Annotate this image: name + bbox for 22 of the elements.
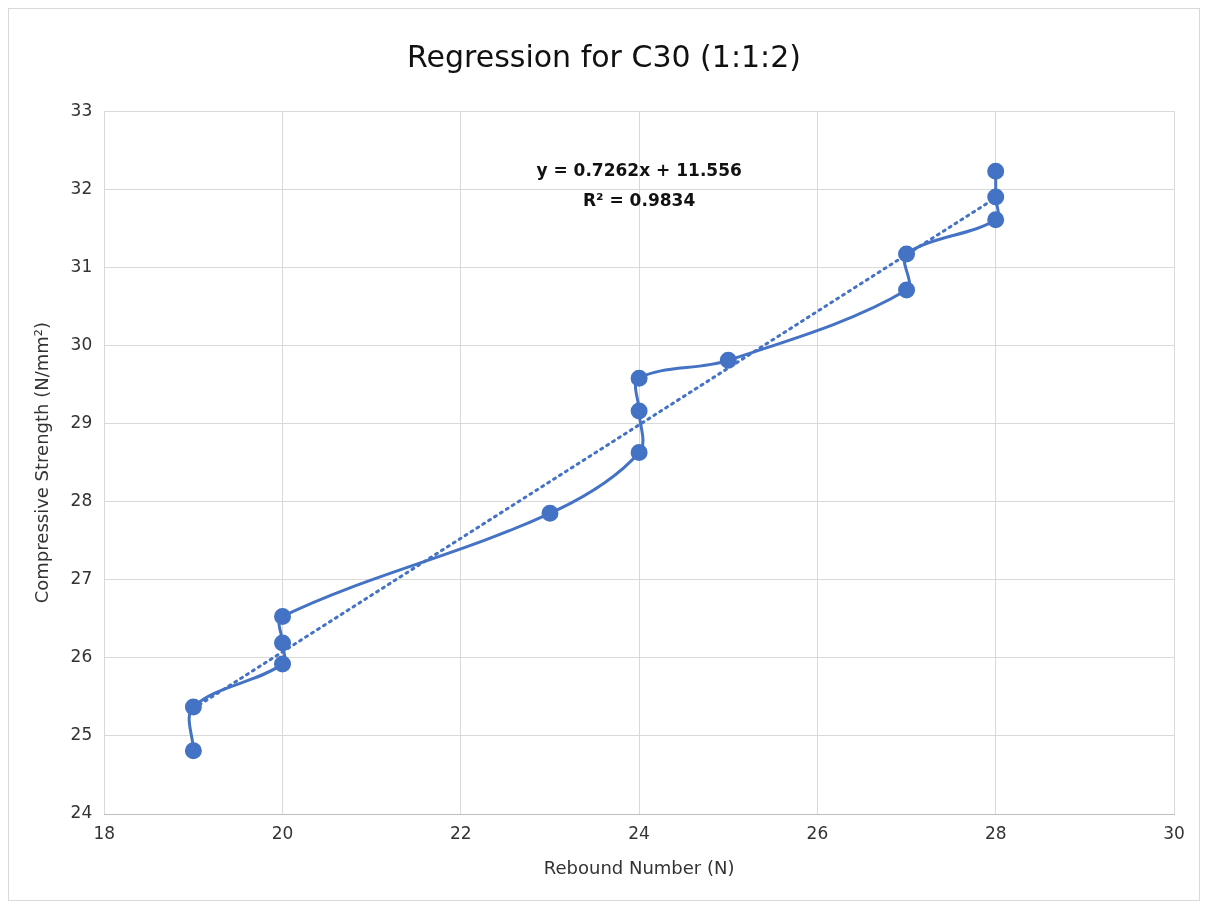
x-tick-label: 20 bbox=[271, 822, 294, 843]
x-tick-label: 26 bbox=[806, 822, 829, 843]
x-tick-label: 18 bbox=[93, 822, 116, 843]
y-tick-label: 33 bbox=[70, 99, 93, 120]
x-axis-title: Rebound Number (N) bbox=[543, 856, 735, 878]
x-tick-label: 28 bbox=[984, 822, 1007, 843]
y-tick-label: 30 bbox=[70, 333, 93, 354]
y-tick-label: 24 bbox=[70, 802, 93, 823]
x-tick-label: 30 bbox=[1163, 822, 1185, 843]
x-tick-label: 22 bbox=[450, 822, 472, 843]
y-tick-label: 25 bbox=[70, 724, 93, 745]
annotation: R² = 0.9834 bbox=[583, 189, 696, 210]
y-tick-label: 28 bbox=[70, 490, 93, 511]
x-tick-label: 24 bbox=[628, 822, 650, 843]
annotation: y = 0.7262x + 11.556 bbox=[536, 159, 742, 180]
y-axis-title: Compressive Strength (N/mm²) bbox=[31, 321, 53, 604]
chart-title: Regression for C30 (1:1:2) bbox=[406, 39, 802, 74]
y-tick-label: 26 bbox=[70, 646, 93, 667]
y-tick-label: 31 bbox=[70, 255, 93, 276]
y-tick-label: 32 bbox=[70, 177, 93, 198]
y-tick-label: 29 bbox=[70, 411, 93, 432]
y-tick-label: 27 bbox=[70, 568, 93, 589]
